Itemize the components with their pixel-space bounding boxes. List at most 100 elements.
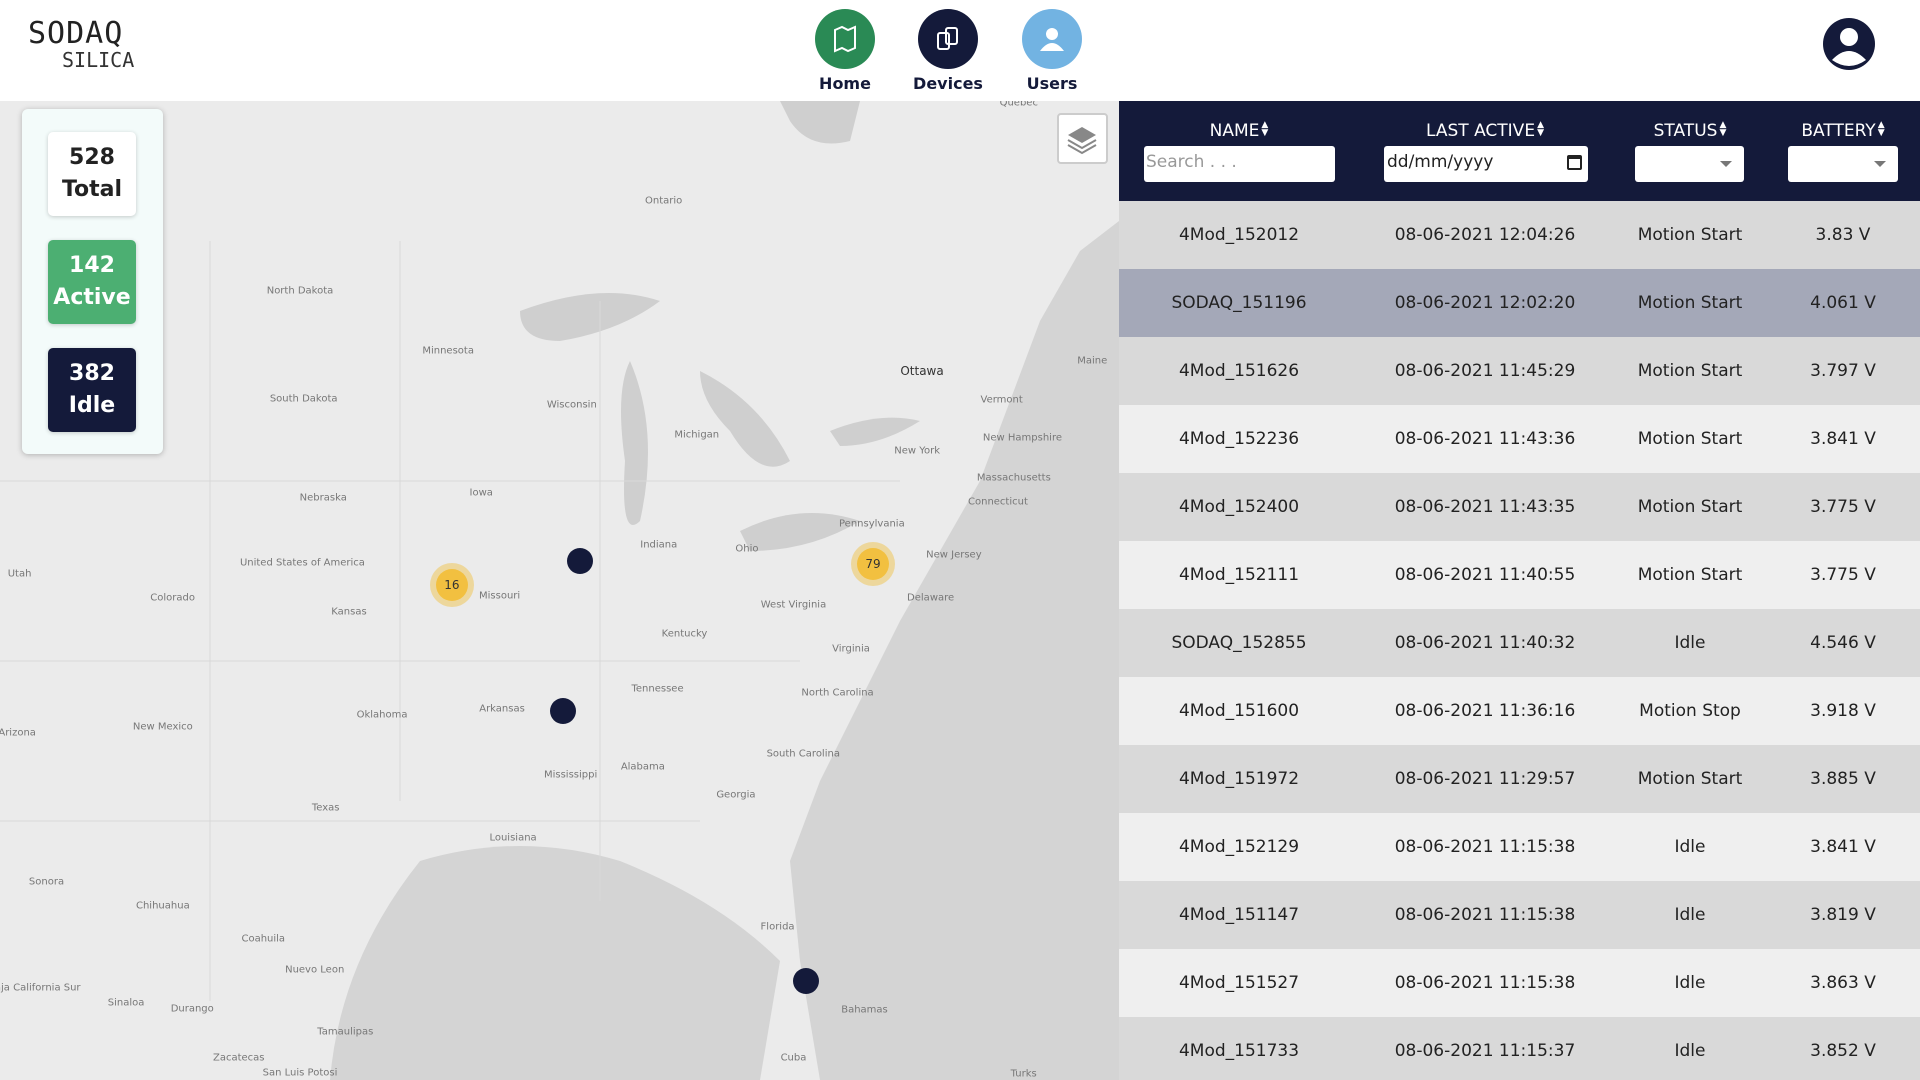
sort-arrows: ▲ ▼ (1261, 120, 1269, 138)
table-row[interactable]: 4Mod_151600 08-06-2021 11:36:16 Motion Sto… (1119, 677, 1920, 745)
map-label: Sonora (28, 876, 65, 888)
nav-icon (937, 27, 958, 50)
stat-card: 142 Active (48, 240, 136, 324)
date-placeholder: dd/mm/yyyy (1387, 152, 1494, 172)
table-cell: Idle (1674, 1041, 1706, 1061)
map-label: Cuba (780, 1052, 807, 1064)
map-label: Ontario (645, 195, 683, 207)
column-title: BATTERY (1801, 121, 1876, 141)
map-shapes (0, 101, 1119, 1080)
logo-bottom: SILICA (62, 48, 135, 72)
table-row[interactable]: SODAQ_152855 08-06-2021 11:40:32 Idle 4.546… (1119, 609, 1920, 677)
table-row[interactable]: 4Mod_151527 08-06-2021 11:15:38 Idle 3.863 … (1119, 949, 1920, 1017)
table-cell: Motion Start (1637, 429, 1743, 449)
table-cell: 4.061 V (1810, 293, 1876, 313)
nav-icon (1040, 28, 1064, 51)
map-label: Kansas (331, 606, 367, 618)
nav-button[interactable] (1022, 9, 1082, 69)
nav-button[interactable] (815, 9, 875, 69)
table-cell: 3.852 V (1810, 1041, 1876, 1061)
column-header[interactable]: NAME ▲ ▼ (1210, 120, 1269, 142)
sort-arrows: ▲ ▼ (1877, 120, 1885, 138)
table-row[interactable]: 4Mod_151147 08-06-2021 11:15:38 Idle 3.819 … (1119, 881, 1920, 949)
map-label: Ohio (735, 543, 759, 555)
table-cell: 4Mod_151733 (1178, 1041, 1300, 1061)
map-label: Chihuahua (135, 900, 190, 912)
table-cell: 4Mod_151626 (1178, 361, 1300, 381)
sort-arrows: ▲ ▼ (1537, 120, 1544, 138)
map-label: Tennessee (631, 683, 684, 695)
device-marker[interactable] (550, 698, 577, 725)
column-header[interactable]: BATTERY ▲ ▼ (1801, 120, 1885, 142)
map-label: Wisconsin (546, 399, 597, 411)
map-label: North Carolina (801, 687, 874, 699)
column-header[interactable]: STATUS ▲ ▼ (1654, 120, 1727, 142)
column-title: LAST ACTIVE (1426, 121, 1536, 141)
stat-label: Idle (68, 393, 116, 418)
table-row[interactable]: 4Mod_151972 08-06-2021 11:29:57 Motion Sta… (1119, 745, 1920, 813)
map-label: Michigan (674, 429, 720, 441)
map-label: Connecticut (968, 496, 1028, 508)
table-cell: 08-06-2021 11:15:37 (1394, 1041, 1576, 1061)
table-cell: 08-06-2021 11:29:57 (1394, 769, 1576, 789)
column-header[interactable]: LAST ACTIVE ▲ ▼ (1426, 120, 1544, 142)
date-input[interactable]: dd/mm/yyyy (1384, 146, 1588, 182)
map-label: Sinaloa (107, 997, 145, 1009)
table-cell: 3.775 V (1810, 565, 1876, 585)
map-label: Massachusetts (976, 472, 1051, 484)
table-row[interactable]: 4Mod_152111 08-06-2021 11:40:55 Motion Sta… (1119, 541, 1920, 609)
map-label: San Luis Potosi (262, 1067, 338, 1079)
map-label: Maine (1077, 355, 1108, 367)
table-row[interactable]: 4Mod_152400 08-06-2021 11:43:35 Motion Sta… (1119, 473, 1920, 541)
map-label: Minnesota (422, 345, 474, 357)
cluster-marker[interactable]: 79 (851, 542, 896, 587)
account-icon[interactable] (1819, 14, 1879, 74)
map-label: Coahuila (241, 933, 286, 945)
filter-select[interactable] (1635, 146, 1744, 182)
table-cell: 4Mod_152236 (1178, 429, 1300, 449)
table-row[interactable]: 4Mod_152236 08-06-2021 11:43:36 Motion Sta… (1119, 405, 1920, 473)
map-label: Georgia (716, 789, 756, 801)
sort-arrows: ▲ ▼ (1719, 120, 1727, 138)
map-label: Indiana (640, 539, 678, 551)
table-cell: 08-06-2021 12:04:26 (1394, 225, 1576, 245)
table-cell: 3.841 V (1810, 837, 1876, 857)
map-label: New Jersey (926, 549, 982, 561)
cluster-count: 16 (435, 569, 468, 602)
layers-button[interactable] (1057, 113, 1108, 164)
search-input[interactable]: Search . . . (1144, 146, 1335, 182)
table-header: NAME ▲ ▼ LAST ACTIVE ▲ ▼ STATUS ▲ ▼ BATTERY ▲ ▼ Sear… (1119, 101, 1920, 201)
table-cell: 08-06-2021 11:15:38 (1394, 973, 1576, 993)
device-marker[interactable] (567, 547, 594, 574)
map-label: Texas (311, 802, 340, 814)
map-label: Alabama (620, 761, 665, 773)
table-cell: 08-06-2021 11:43:35 (1394, 497, 1576, 517)
table-row[interactable]: 4Mod_152129 08-06-2021 11:15:38 Idle 3.841 … (1119, 813, 1920, 881)
map-label: Quebec (999, 101, 1038, 109)
map-label: Virginia (832, 643, 870, 655)
nav-label: Devices (913, 74, 983, 93)
map-label: Missouri (479, 590, 521, 602)
map-label: Bahamas (841, 1004, 888, 1016)
map-label: Zacatecas (213, 1052, 265, 1064)
table-row[interactable]: 4Mod_151733 08-06-2021 11:15:37 Idle 3.852 … (1119, 1017, 1920, 1080)
nav-icon (834, 25, 856, 53)
filter-select[interactable] (1788, 146, 1898, 182)
map-label: Durango (170, 1003, 214, 1015)
table-cell: Idle (1674, 633, 1706, 653)
layers-icon (1067, 127, 1097, 155)
table-row[interactable]: 4Mod_152012 08-06-2021 12:04:26 Motion Sta… (1119, 201, 1920, 269)
table-cell: Motion Start (1637, 497, 1743, 517)
map[interactable]: Quebec Ontario North Dakota Minnesota South … (0, 101, 1119, 1080)
nav-button[interactable] (918, 9, 978, 69)
map-label: Mississippi (543, 769, 598, 781)
device-marker[interactable] (792, 967, 819, 994)
table-row[interactable]: SODAQ_151196 08-06-2021 12:02:20 Motion St… (1119, 269, 1920, 337)
table-cell: 4Mod_152129 (1178, 837, 1300, 857)
table-cell: Idle (1674, 973, 1706, 993)
cluster-marker[interactable]: 16 (429, 563, 474, 608)
select-caret (1720, 161, 1732, 167)
table-cell: Motion Start (1637, 225, 1743, 245)
table-row[interactable]: 4Mod_151626 08-06-2021 11:45:29 Motion Sta… (1119, 337, 1920, 405)
map-label: Turks (1010, 1068, 1037, 1080)
